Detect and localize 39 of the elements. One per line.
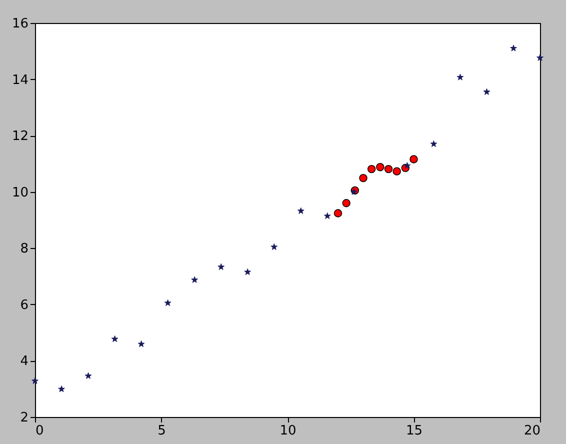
point <box>359 174 368 182</box>
point <box>342 199 350 208</box>
point <box>404 162 411 169</box>
point <box>430 140 438 147</box>
point <box>32 377 38 384</box>
y-tick-label: 6 <box>20 298 28 313</box>
point <box>270 243 278 250</box>
x-tick-label: 5 <box>158 424 166 438</box>
y-tick-label: 12 <box>12 129 28 144</box>
point <box>324 212 331 220</box>
y-tick-label: 8 <box>20 242 28 257</box>
point <box>376 162 384 172</box>
y-tick-label: 4 <box>20 354 28 370</box>
point <box>410 155 418 164</box>
x-tick-label: 20 <box>524 424 540 438</box>
y-tick-label: 2 <box>20 410 28 426</box>
point <box>456 74 464 80</box>
x-tick-label: 15 <box>406 424 423 438</box>
y-tick-label: 14 <box>12 72 28 88</box>
x-tick-label: 0 <box>36 424 44 438</box>
x-tick-label: 10 <box>280 424 296 438</box>
point <box>244 268 252 276</box>
point <box>191 276 198 283</box>
y-tick-label: 16 <box>12 16 28 32</box>
y-tick-label: 10 <box>12 185 28 200</box>
point <box>84 372 92 379</box>
point <box>367 164 376 174</box>
point <box>111 335 118 342</box>
point <box>334 209 342 218</box>
point <box>218 263 225 270</box>
point <box>483 88 490 95</box>
point <box>138 340 145 348</box>
point <box>384 164 393 174</box>
point <box>510 44 517 52</box>
point <box>164 299 172 306</box>
point <box>297 207 304 214</box>
point <box>536 54 544 61</box>
point <box>58 386 65 392</box>
point <box>392 167 401 176</box>
